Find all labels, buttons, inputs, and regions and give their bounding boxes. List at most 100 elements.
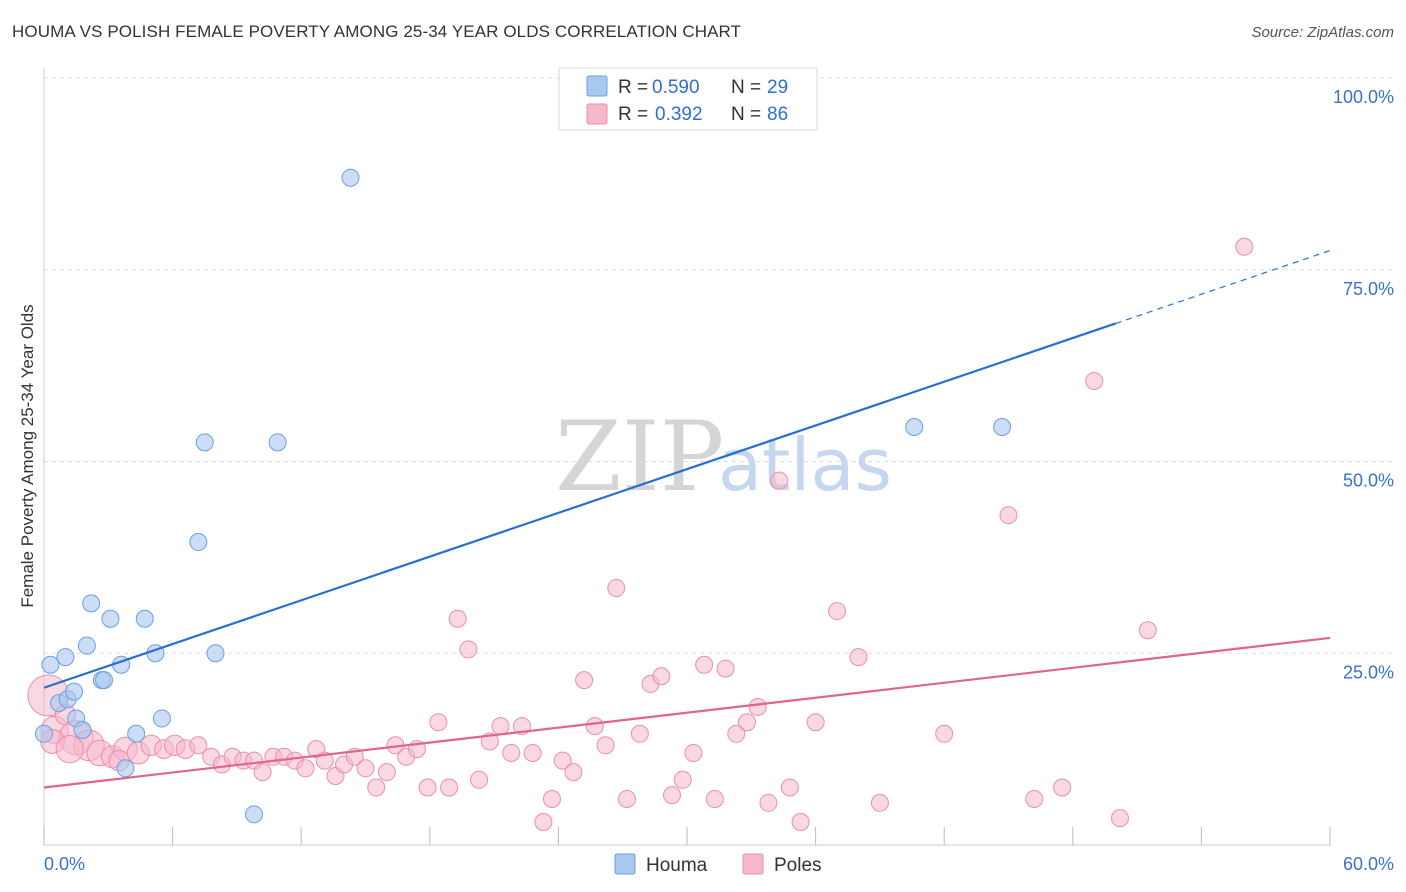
poles-point bbox=[673, 770, 692, 789]
poles-point bbox=[806, 713, 825, 732]
houma-point bbox=[65, 682, 84, 701]
houma-point bbox=[195, 433, 214, 452]
houma-point bbox=[341, 168, 360, 187]
poles-point bbox=[553, 751, 572, 770]
bottom-legend-swatch-houma bbox=[614, 853, 636, 875]
houma-trend-extension bbox=[1115, 250, 1331, 325]
poles-point bbox=[440, 778, 459, 797]
houma-point bbox=[77, 636, 96, 655]
poles-point bbox=[367, 778, 386, 797]
poles-point bbox=[780, 778, 799, 797]
poles-point bbox=[459, 640, 478, 659]
y-tick-label-100: 100.0% bbox=[1333, 87, 1394, 107]
poles-point bbox=[448, 609, 467, 628]
poles-point bbox=[607, 579, 626, 598]
poles-point bbox=[770, 471, 789, 490]
poles-point bbox=[849, 648, 868, 667]
poles-point bbox=[470, 770, 489, 789]
y-tick-label-50: 50.0% bbox=[1343, 471, 1394, 491]
poles-point bbox=[502, 743, 521, 762]
poles-point bbox=[791, 812, 810, 831]
legend-poles-n-value: 86 bbox=[767, 104, 788, 125]
houma-points bbox=[35, 168, 1012, 824]
poles-point bbox=[596, 736, 615, 755]
poles-point bbox=[429, 713, 448, 732]
poles-point bbox=[1110, 809, 1129, 828]
bottom-legend-poles: Poles bbox=[774, 855, 822, 876]
bottom-legend-houma: Houma bbox=[646, 855, 708, 876]
houma-point bbox=[82, 594, 101, 613]
poles-point bbox=[695, 655, 714, 674]
poles-points bbox=[27, 237, 1254, 831]
poles-point bbox=[705, 789, 724, 808]
poles-point bbox=[253, 763, 272, 782]
legend-poles-n-label: N = bbox=[731, 104, 761, 125]
poles-point bbox=[716, 659, 735, 678]
poles-point bbox=[828, 602, 847, 621]
poles-point bbox=[727, 724, 746, 743]
chart-title: HOUMA VS POLISH FEMALE POVERTY AMONG 25-… bbox=[12, 22, 742, 41]
poles-point bbox=[1085, 371, 1104, 390]
legend-houma-n-label: N = bbox=[731, 77, 761, 98]
bottom-legend-swatch-poles bbox=[742, 853, 764, 875]
legend-swatch-houma bbox=[586, 75, 608, 97]
poles-point bbox=[356, 759, 375, 778]
poles-point bbox=[684, 743, 703, 762]
legend-swatch-poles bbox=[586, 103, 608, 125]
poles-point bbox=[534, 812, 553, 831]
y-axis-label: Female Poverty Among 25-34 Year Olds bbox=[18, 304, 37, 607]
poles-point bbox=[999, 506, 1018, 525]
poles-point bbox=[418, 778, 437, 797]
watermark-atlas: atlas bbox=[718, 423, 892, 507]
poles-point bbox=[748, 697, 767, 716]
houma-point bbox=[189, 533, 208, 552]
poles-trend-line bbox=[43, 636, 1331, 789]
poles-point bbox=[870, 793, 889, 812]
legend-houma-r-value: 0.590 bbox=[652, 77, 700, 98]
poles-point bbox=[738, 713, 757, 732]
houma-point bbox=[95, 671, 114, 690]
bottom-legend: Houma Poles bbox=[614, 853, 822, 876]
poles-point bbox=[652, 667, 671, 686]
houma-point bbox=[73, 720, 92, 739]
chart-source: Source: ZipAtlas.com bbox=[1251, 24, 1394, 41]
poles-point bbox=[523, 743, 542, 762]
poles-point bbox=[296, 759, 315, 778]
legend-houma-r-label: R = bbox=[618, 77, 648, 98]
poles-point bbox=[1025, 789, 1044, 808]
houma-point bbox=[116, 759, 135, 778]
houma-point bbox=[245, 805, 264, 824]
poles-point bbox=[759, 793, 778, 812]
poles-point bbox=[575, 671, 594, 690]
watermark-zip: ZIP bbox=[555, 401, 724, 513]
houma-point bbox=[993, 417, 1012, 436]
houma-point bbox=[56, 648, 75, 667]
poles-point bbox=[935, 724, 954, 743]
legend-poles-r-value: 0.392 bbox=[655, 104, 703, 125]
poles-point bbox=[55, 735, 84, 764]
poles-point bbox=[377, 763, 396, 782]
poles-point bbox=[630, 724, 649, 743]
legend-poles-r-label: R = bbox=[618, 104, 648, 125]
houma-point bbox=[135, 609, 154, 628]
trend-lines bbox=[43, 250, 1331, 789]
houma-point bbox=[206, 644, 225, 663]
poles-point bbox=[1138, 621, 1157, 640]
y-tick-label-75: 75.0% bbox=[1343, 279, 1394, 299]
poles-point bbox=[564, 763, 583, 782]
poles-point bbox=[662, 786, 681, 805]
legend-houma-n-value: 29 bbox=[767, 77, 788, 98]
houma-point bbox=[905, 417, 924, 436]
poles-point bbox=[585, 717, 604, 736]
top-legend: R = 0.590 N = 29 R = 0.392 N = 86 bbox=[558, 67, 818, 131]
poles-point bbox=[1235, 237, 1254, 256]
poles-point bbox=[189, 736, 208, 755]
y-tick-labels: 25.0% 50.0% 75.0% 100.0% bbox=[1333, 87, 1394, 682]
houma-point bbox=[35, 724, 53, 743]
houma-point bbox=[127, 724, 146, 743]
houma-point bbox=[41, 655, 60, 674]
poles-point bbox=[542, 789, 561, 808]
houma-point bbox=[101, 609, 120, 628]
houma-trend-line bbox=[43, 322, 1117, 689]
